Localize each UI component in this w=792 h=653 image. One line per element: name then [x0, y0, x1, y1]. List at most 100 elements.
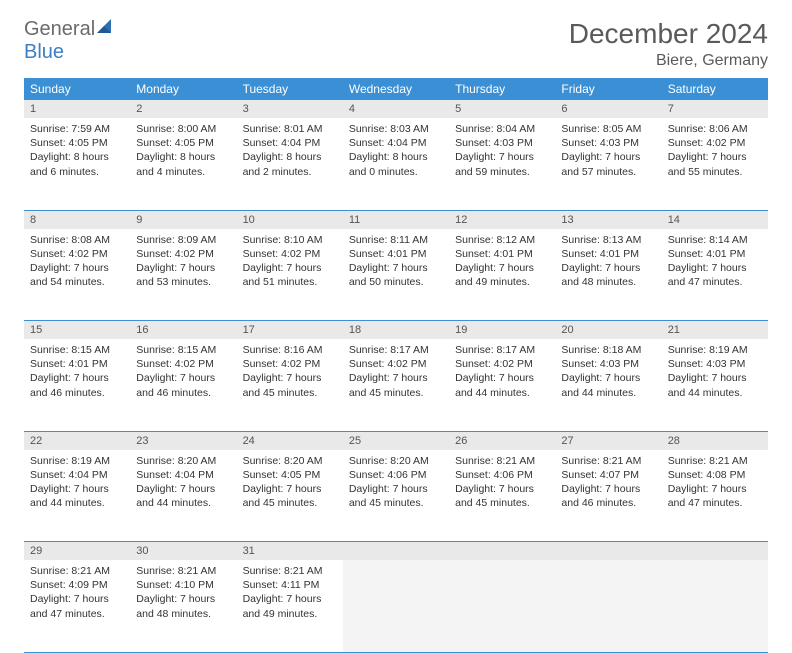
- sunrise-line: Sunrise: 8:05 AM: [561, 122, 655, 136]
- weekday-header-row: Sunday Monday Tuesday Wednesday Thursday…: [24, 78, 768, 100]
- daylight-line: Daylight: 7 hours and 59 minutes.: [455, 150, 549, 178]
- day-body: Sunrise: 8:04 AMSunset: 4:03 PMDaylight:…: [449, 118, 555, 185]
- day-number-cell: [449, 542, 555, 561]
- day-number-cell: 2: [130, 100, 236, 118]
- day-cell: Sunrise: 8:21 AMSunset: 4:06 PMDaylight:…: [449, 450, 555, 542]
- day-number-cell: 15: [24, 321, 130, 340]
- sunset-line: Sunset: 4:02 PM: [243, 357, 337, 371]
- sunrise-line: Sunrise: 8:17 AM: [349, 343, 443, 357]
- sunrise-line: Sunrise: 8:21 AM: [455, 454, 549, 468]
- day-body: Sunrise: 8:17 AMSunset: 4:02 PMDaylight:…: [343, 339, 449, 406]
- logo: General Blue: [24, 18, 115, 64]
- daylight-line: Daylight: 7 hours and 55 minutes.: [668, 150, 762, 178]
- sunrise-line: Sunrise: 8:21 AM: [561, 454, 655, 468]
- daylight-line: Daylight: 7 hours and 49 minutes.: [243, 592, 337, 620]
- day-number: [662, 542, 768, 548]
- sunset-line: Sunset: 4:01 PM: [30, 357, 124, 371]
- day-number: 11: [343, 211, 449, 229]
- day-number-cell: [555, 542, 661, 561]
- day-number-cell: 7: [662, 100, 768, 118]
- day-body: Sunrise: 8:19 AMSunset: 4:04 PMDaylight:…: [24, 450, 130, 517]
- sunset-line: Sunset: 4:01 PM: [668, 247, 762, 261]
- day-number-cell: 23: [130, 431, 236, 450]
- location: Biere, Germany: [569, 52, 768, 70]
- day-number: 25: [343, 432, 449, 450]
- sunset-line: Sunset: 4:11 PM: [243, 578, 337, 592]
- daylight-line: Daylight: 7 hours and 51 minutes.: [243, 261, 337, 289]
- day-number: 20: [555, 321, 661, 339]
- daylight-line: Daylight: 7 hours and 53 minutes.: [136, 261, 230, 289]
- daylight-line: Daylight: 7 hours and 57 minutes.: [561, 150, 655, 178]
- title-block: December 2024 Biere, Germany: [569, 18, 768, 70]
- weekday-header: Monday: [130, 78, 236, 100]
- day-number: 15: [24, 321, 130, 339]
- day-cell: Sunrise: 8:20 AMSunset: 4:06 PMDaylight:…: [343, 450, 449, 542]
- day-number-cell: 17: [237, 321, 343, 340]
- day-number: 14: [662, 211, 768, 229]
- daylight-line: Daylight: 7 hours and 47 minutes.: [30, 592, 124, 620]
- day-body: Sunrise: 8:21 AMSunset: 4:08 PMDaylight:…: [662, 450, 768, 517]
- sunset-line: Sunset: 4:05 PM: [243, 468, 337, 482]
- day-body: Sunrise: 7:59 AMSunset: 4:05 PMDaylight:…: [24, 118, 130, 185]
- day-number: 6: [555, 100, 661, 118]
- day-number-cell: 30: [130, 542, 236, 561]
- day-number-cell: 9: [130, 210, 236, 229]
- day-body: Sunrise: 8:21 AMSunset: 4:09 PMDaylight:…: [24, 560, 130, 627]
- daylight-line: Daylight: 7 hours and 54 minutes.: [30, 261, 124, 289]
- day-number: 12: [449, 211, 555, 229]
- day-number: 19: [449, 321, 555, 339]
- sunrise-line: Sunrise: 8:20 AM: [243, 454, 337, 468]
- sunset-line: Sunset: 4:03 PM: [561, 357, 655, 371]
- weekday-header: Friday: [555, 78, 661, 100]
- day-body: Sunrise: 8:15 AMSunset: 4:01 PMDaylight:…: [24, 339, 130, 406]
- daylight-line: Daylight: 7 hours and 45 minutes.: [455, 482, 549, 510]
- daylight-line: Daylight: 7 hours and 49 minutes.: [455, 261, 549, 289]
- day-number: [343, 542, 449, 548]
- day-cell: Sunrise: 8:13 AMSunset: 4:01 PMDaylight:…: [555, 229, 661, 321]
- day-number-cell: 4: [343, 100, 449, 118]
- sunrise-line: Sunrise: 8:01 AM: [243, 122, 337, 136]
- logo-sail-icon: [97, 19, 115, 40]
- sunset-line: Sunset: 4:01 PM: [455, 247, 549, 261]
- daylight-line: Daylight: 8 hours and 0 minutes.: [349, 150, 443, 178]
- sunrise-line: Sunrise: 8:00 AM: [136, 122, 230, 136]
- day-number-cell: 16: [130, 321, 236, 340]
- day-cell: Sunrise: 8:15 AMSunset: 4:02 PMDaylight:…: [130, 339, 236, 431]
- sunrise-line: Sunrise: 8:20 AM: [136, 454, 230, 468]
- sunset-line: Sunset: 4:02 PM: [136, 247, 230, 261]
- daylight-line: Daylight: 7 hours and 45 minutes.: [349, 371, 443, 399]
- day-body: Sunrise: 8:00 AMSunset: 4:05 PMDaylight:…: [130, 118, 236, 185]
- day-cell: Sunrise: 8:04 AMSunset: 4:03 PMDaylight:…: [449, 118, 555, 210]
- sunset-line: Sunset: 4:02 PM: [455, 357, 549, 371]
- week-row: Sunrise: 7:59 AMSunset: 4:05 PMDaylight:…: [24, 118, 768, 210]
- daylight-line: Daylight: 8 hours and 4 minutes.: [136, 150, 230, 178]
- daylight-line: Daylight: 7 hours and 44 minutes.: [668, 371, 762, 399]
- daylight-line: Daylight: 7 hours and 46 minutes.: [561, 482, 655, 510]
- day-cell: Sunrise: 8:17 AMSunset: 4:02 PMDaylight:…: [449, 339, 555, 431]
- day-number: 16: [130, 321, 236, 339]
- weekday-header: Thursday: [449, 78, 555, 100]
- sunset-line: Sunset: 4:03 PM: [561, 136, 655, 150]
- day-body: Sunrise: 8:15 AMSunset: 4:02 PMDaylight:…: [130, 339, 236, 406]
- day-body: [555, 560, 661, 652]
- day-cell: Sunrise: 8:00 AMSunset: 4:05 PMDaylight:…: [130, 118, 236, 210]
- day-number-cell: [662, 542, 768, 561]
- week-row: Sunrise: 8:08 AMSunset: 4:02 PMDaylight:…: [24, 229, 768, 321]
- daylight-line: Daylight: 7 hours and 45 minutes.: [243, 371, 337, 399]
- sunset-line: Sunset: 4:06 PM: [349, 468, 443, 482]
- day-number-cell: 24: [237, 431, 343, 450]
- sunset-line: Sunset: 4:03 PM: [455, 136, 549, 150]
- daynum-row: 891011121314: [24, 210, 768, 229]
- day-cell: Sunrise: 8:18 AMSunset: 4:03 PMDaylight:…: [555, 339, 661, 431]
- day-number-cell: 12: [449, 210, 555, 229]
- day-cell: Sunrise: 8:01 AMSunset: 4:04 PMDaylight:…: [237, 118, 343, 210]
- day-body: [343, 560, 449, 652]
- calendar-table: Sunday Monday Tuesday Wednesday Thursday…: [24, 78, 768, 653]
- daylight-line: Daylight: 7 hours and 44 minutes.: [561, 371, 655, 399]
- day-body: Sunrise: 8:05 AMSunset: 4:03 PMDaylight:…: [555, 118, 661, 185]
- daylight-line: Daylight: 8 hours and 2 minutes.: [243, 150, 337, 178]
- day-number: 29: [24, 542, 130, 560]
- day-cell: Sunrise: 8:20 AMSunset: 4:04 PMDaylight:…: [130, 450, 236, 542]
- daylight-line: Daylight: 7 hours and 47 minutes.: [668, 482, 762, 510]
- sunset-line: Sunset: 4:01 PM: [349, 247, 443, 261]
